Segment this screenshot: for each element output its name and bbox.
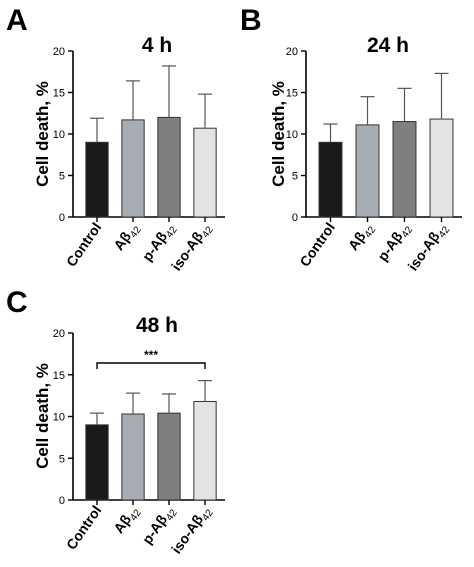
bar [121, 119, 145, 218]
y-tick-label: 15 [286, 88, 298, 100]
y-axis-label: Cell death, % [269, 81, 288, 187]
bar [85, 141, 109, 218]
panel-title: 48 h [136, 314, 178, 337]
y-tick-label: 10 [286, 129, 298, 141]
bar [193, 127, 217, 218]
bar [392, 121, 417, 218]
significance-label: *** [144, 348, 158, 362]
bar [193, 400, 217, 501]
x-tick-label: Control [63, 220, 105, 270]
x-tick-label: Aβ42 [110, 219, 144, 255]
significance-bracket [96, 362, 206, 369]
x-tick-label-main: Control [63, 220, 105, 270]
panel-letter: B [240, 4, 262, 37]
bar [157, 412, 181, 501]
x-tick-label: Aβ42 [345, 219, 379, 255]
y-tick-label: 20 [53, 328, 65, 340]
y-tick-label: 10 [53, 412, 65, 424]
y-tick-label: 0 [59, 495, 65, 507]
x-tick-label: iso-Aβ42 [404, 219, 452, 276]
y-tick-label: 0 [292, 212, 298, 224]
y-tick-label: 20 [53, 46, 65, 58]
y-tick-label: 0 [59, 212, 65, 224]
panel-title: 4 h [142, 34, 172, 57]
y-tick-label: 5 [59, 171, 65, 183]
bar [121, 413, 145, 501]
x-tick-label-main: Control [296, 220, 338, 270]
x-tick-label: iso-Aβ42 [168, 502, 216, 559]
y-tick-label: 15 [53, 88, 65, 100]
bar [355, 124, 380, 218]
bar [318, 141, 343, 218]
y-tick-label: 5 [292, 171, 298, 183]
bar [429, 118, 454, 218]
y-tick-label: 5 [59, 453, 65, 465]
y-axis-label: Cell death, % [33, 363, 52, 469]
panel-letter: C [6, 286, 28, 319]
x-tick-label: Control [296, 220, 338, 270]
bar [157, 116, 181, 218]
panel-letter: A [6, 4, 28, 37]
y-tick-label: 15 [53, 370, 65, 382]
x-tick-label: Aβ42 [110, 502, 144, 538]
x-tick-label: iso-Aβ42 [168, 219, 216, 276]
bar [85, 424, 109, 501]
x-tick-label: Control [63, 503, 105, 553]
x-tick-label-main: Control [63, 503, 105, 553]
y-axis-label: Cell death, % [33, 81, 52, 187]
panel-title: 24 h [367, 34, 409, 57]
y-tick-label: 20 [286, 46, 298, 58]
y-tick-label: 10 [53, 129, 65, 141]
